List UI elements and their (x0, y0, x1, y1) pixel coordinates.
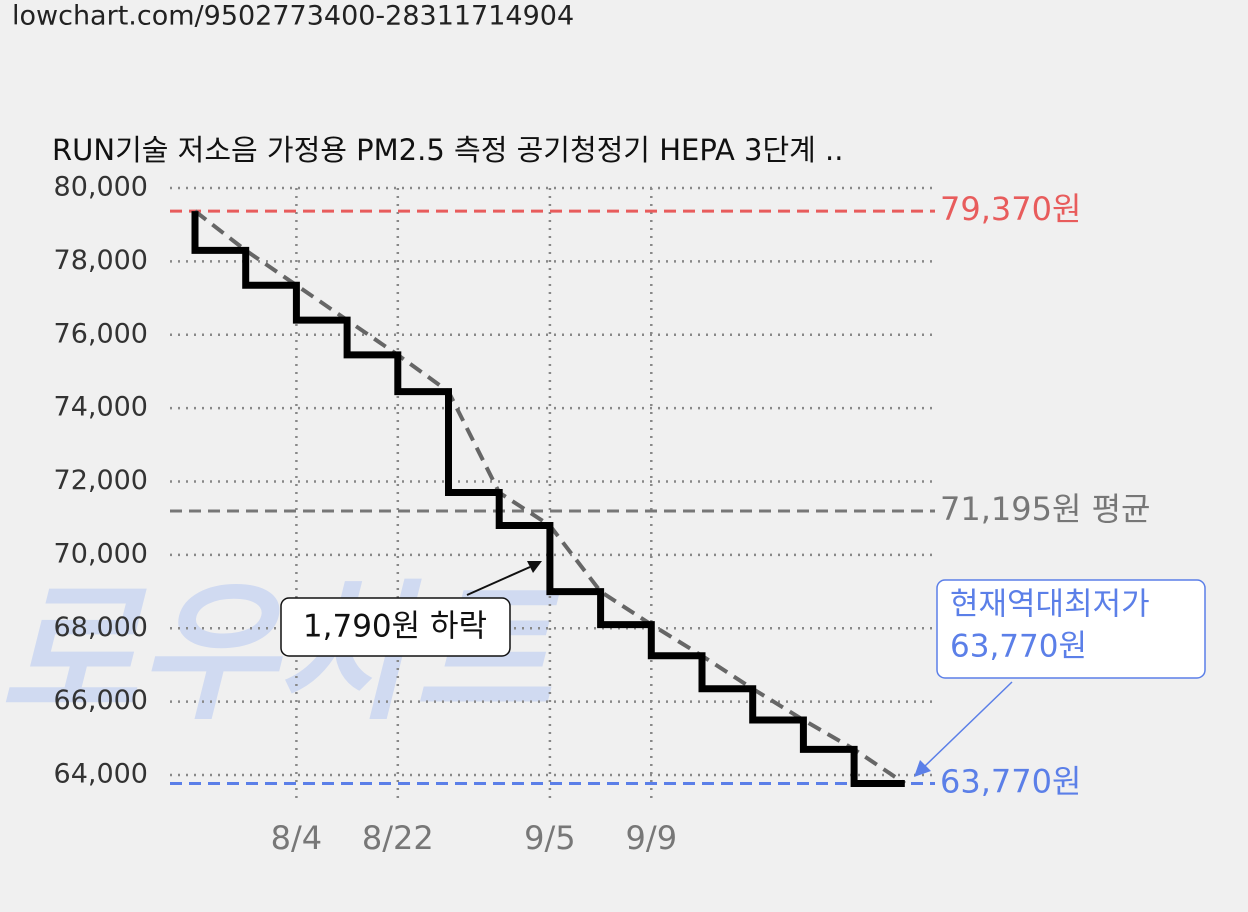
y-tick-label: 80,000 (54, 172, 148, 203)
y-tick-label: 64,000 (54, 759, 148, 790)
chart-title: RUN기술 저소음 가정용 PM2.5 측정 공기청정기 HEPA 3단계 .. (52, 133, 844, 167)
x-tick-label: 9/9 (626, 819, 678, 857)
arrow-head (527, 561, 542, 573)
annotation-arrow (924, 681, 1013, 767)
x-tick-label: 9/5 (524, 819, 576, 857)
url: lowchart.com/9502773400-28311714904 (12, 1, 574, 32)
y-tick-label: 76,000 (54, 318, 148, 349)
annotation-text: 1,790원 하락 (303, 609, 487, 645)
price-step-line (191, 211, 905, 787)
arrow-head (914, 760, 931, 777)
annotation-text: 63,770원 (950, 629, 1087, 665)
annotation-arrow (466, 566, 531, 596)
annotation-box (936, 579, 1206, 679)
x-tick-label: 8/4 (271, 819, 323, 857)
reference-label: 79,370원 (940, 190, 1081, 228)
y-tick-label: 74,000 (54, 392, 148, 423)
y-tick-label: 66,000 (54, 685, 148, 716)
annotation-text: 현재역대최저가 (950, 587, 1150, 623)
y-tick-label: 72,000 (54, 465, 148, 496)
x-tick-label: 8/22 (362, 819, 434, 857)
y-tick-label: 78,000 (54, 245, 148, 276)
annotation-box (280, 597, 511, 657)
reference-label: 71,195원 평균 (940, 490, 1150, 528)
y-tick-label: 70,000 (54, 538, 148, 569)
y-tick-label: 68,000 (54, 612, 148, 643)
reference-label: 63,770원 (940, 762, 1081, 800)
